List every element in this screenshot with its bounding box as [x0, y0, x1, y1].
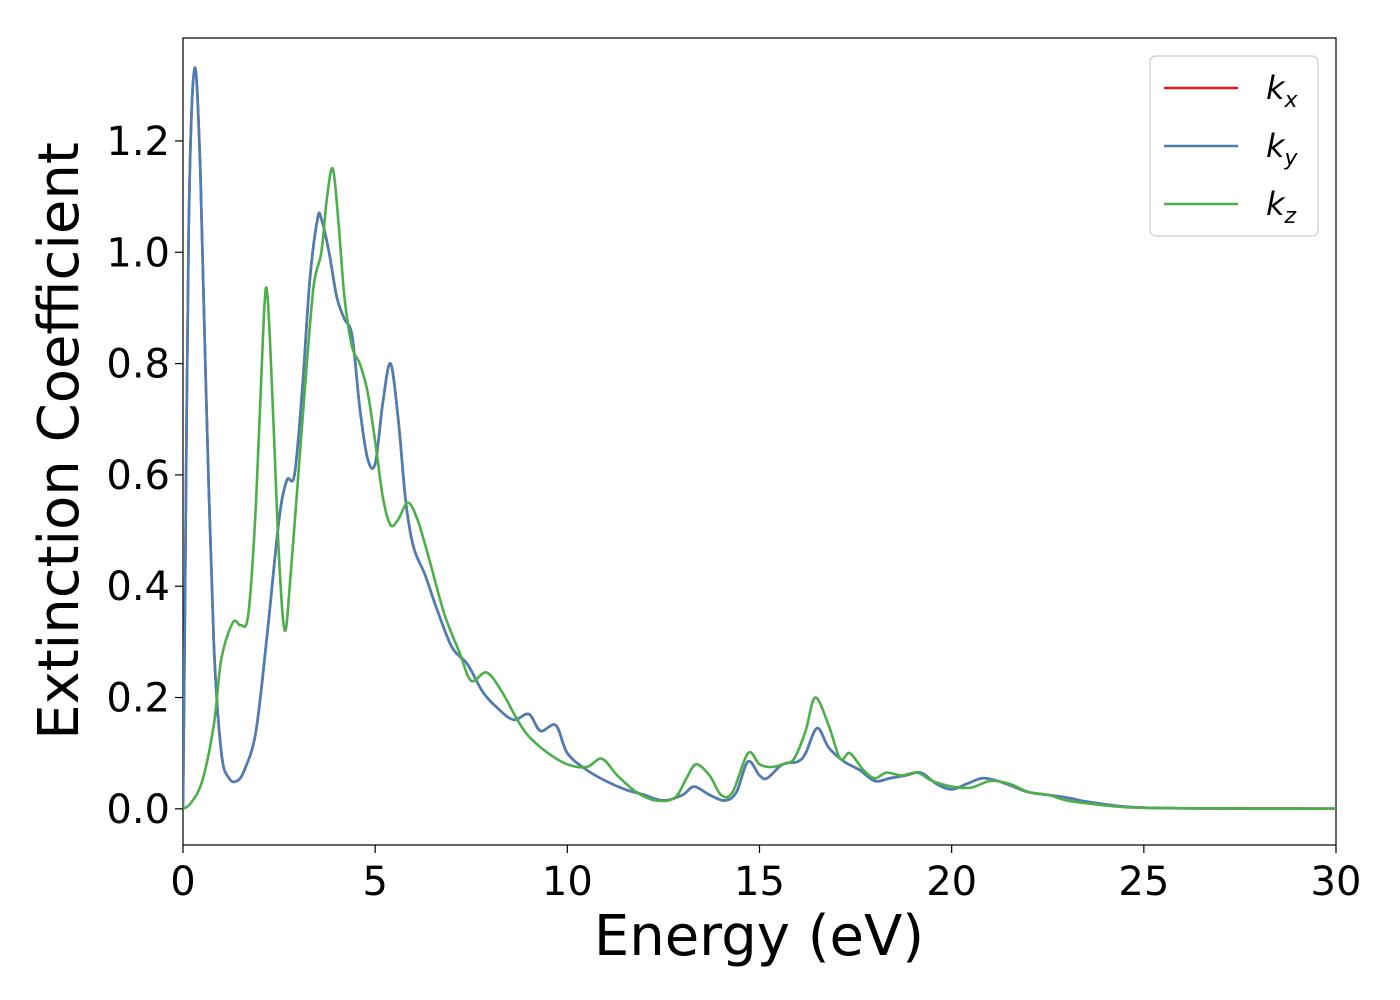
x-tick-label: 0: [170, 859, 195, 905]
plot-area: [182, 37, 1337, 846]
y-tick-label: 1.0: [106, 230, 170, 276]
x-tick-label: 30: [1311, 859, 1362, 905]
x-tick-label: 20: [926, 859, 977, 905]
legend-label-x: kx: [1266, 69, 1299, 113]
series-line-y: [183, 66, 1336, 810]
y-tick-label: 0.0: [106, 787, 170, 833]
x-tick-label: 10: [542, 859, 593, 905]
y-axis-title: Extinction Coefficient: [27, 142, 92, 740]
x-axis-title: Energy (eV): [594, 904, 924, 969]
y-tick-label: 0.6: [106, 453, 170, 499]
x-tick-label: 5: [362, 859, 387, 905]
series-line-z: [183, 166, 1336, 810]
legend-items: kx ky kz: [1164, 69, 1299, 229]
legend: kx ky kz: [1149, 55, 1319, 237]
x-tick-label: 25: [1118, 859, 1169, 905]
y-tick-label: 0.8: [106, 342, 170, 388]
y-tick-label: 0.4: [106, 564, 170, 610]
series-layer: [183, 66, 1336, 810]
x-axis-ticks: 0 5 10 15 20 25 30: [170, 845, 1361, 905]
legend-label-z: kz: [1266, 185, 1297, 229]
legend-label-y: ky: [1266, 127, 1299, 171]
x-tick-label: 15: [734, 859, 785, 905]
y-tick-label: 0.2: [106, 676, 170, 722]
y-axis-ticks: 0.0 0.2 0.4 0.6 0.8 1.0 1.2: [106, 119, 183, 833]
y-tick-label: 1.2: [106, 119, 170, 165]
